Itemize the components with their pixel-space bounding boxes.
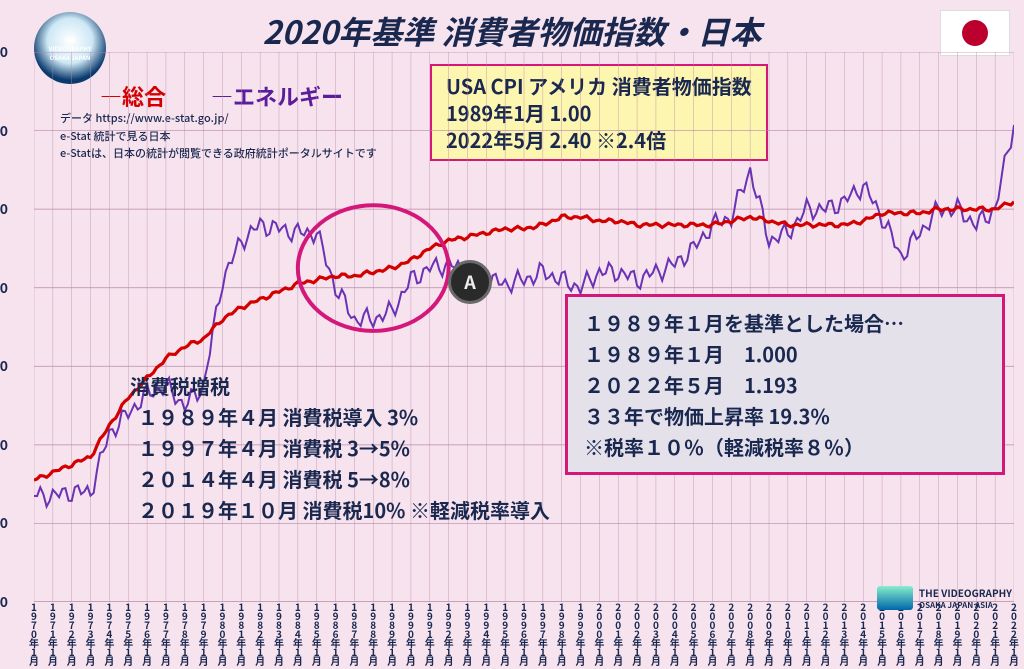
tax-history-box: 消費税増税 １９８９年４月 消費税導入 3% １９９７年４月 消費税 3→5% … — [130, 370, 550, 525]
videography-logo-br: THE VIDEOGRAPHY OSAKA JAPAN ASIA — [877, 585, 1012, 611]
japan-flag-icon — [940, 10, 1010, 56]
x-axis-ticks: 1970年1月1971年1月1972年1月1973年1月1974年1月1975年… — [34, 605, 1014, 665]
base-year-box: １９８９年１月を基準とした場合… １９８９年１月 1.000 ２０２２年５月 1… — [565, 294, 1005, 475]
chart-title: 2020年基準 消費者物価指数・日本 — [0, 8, 1024, 54]
news-badge-icon: A — [448, 260, 492, 304]
